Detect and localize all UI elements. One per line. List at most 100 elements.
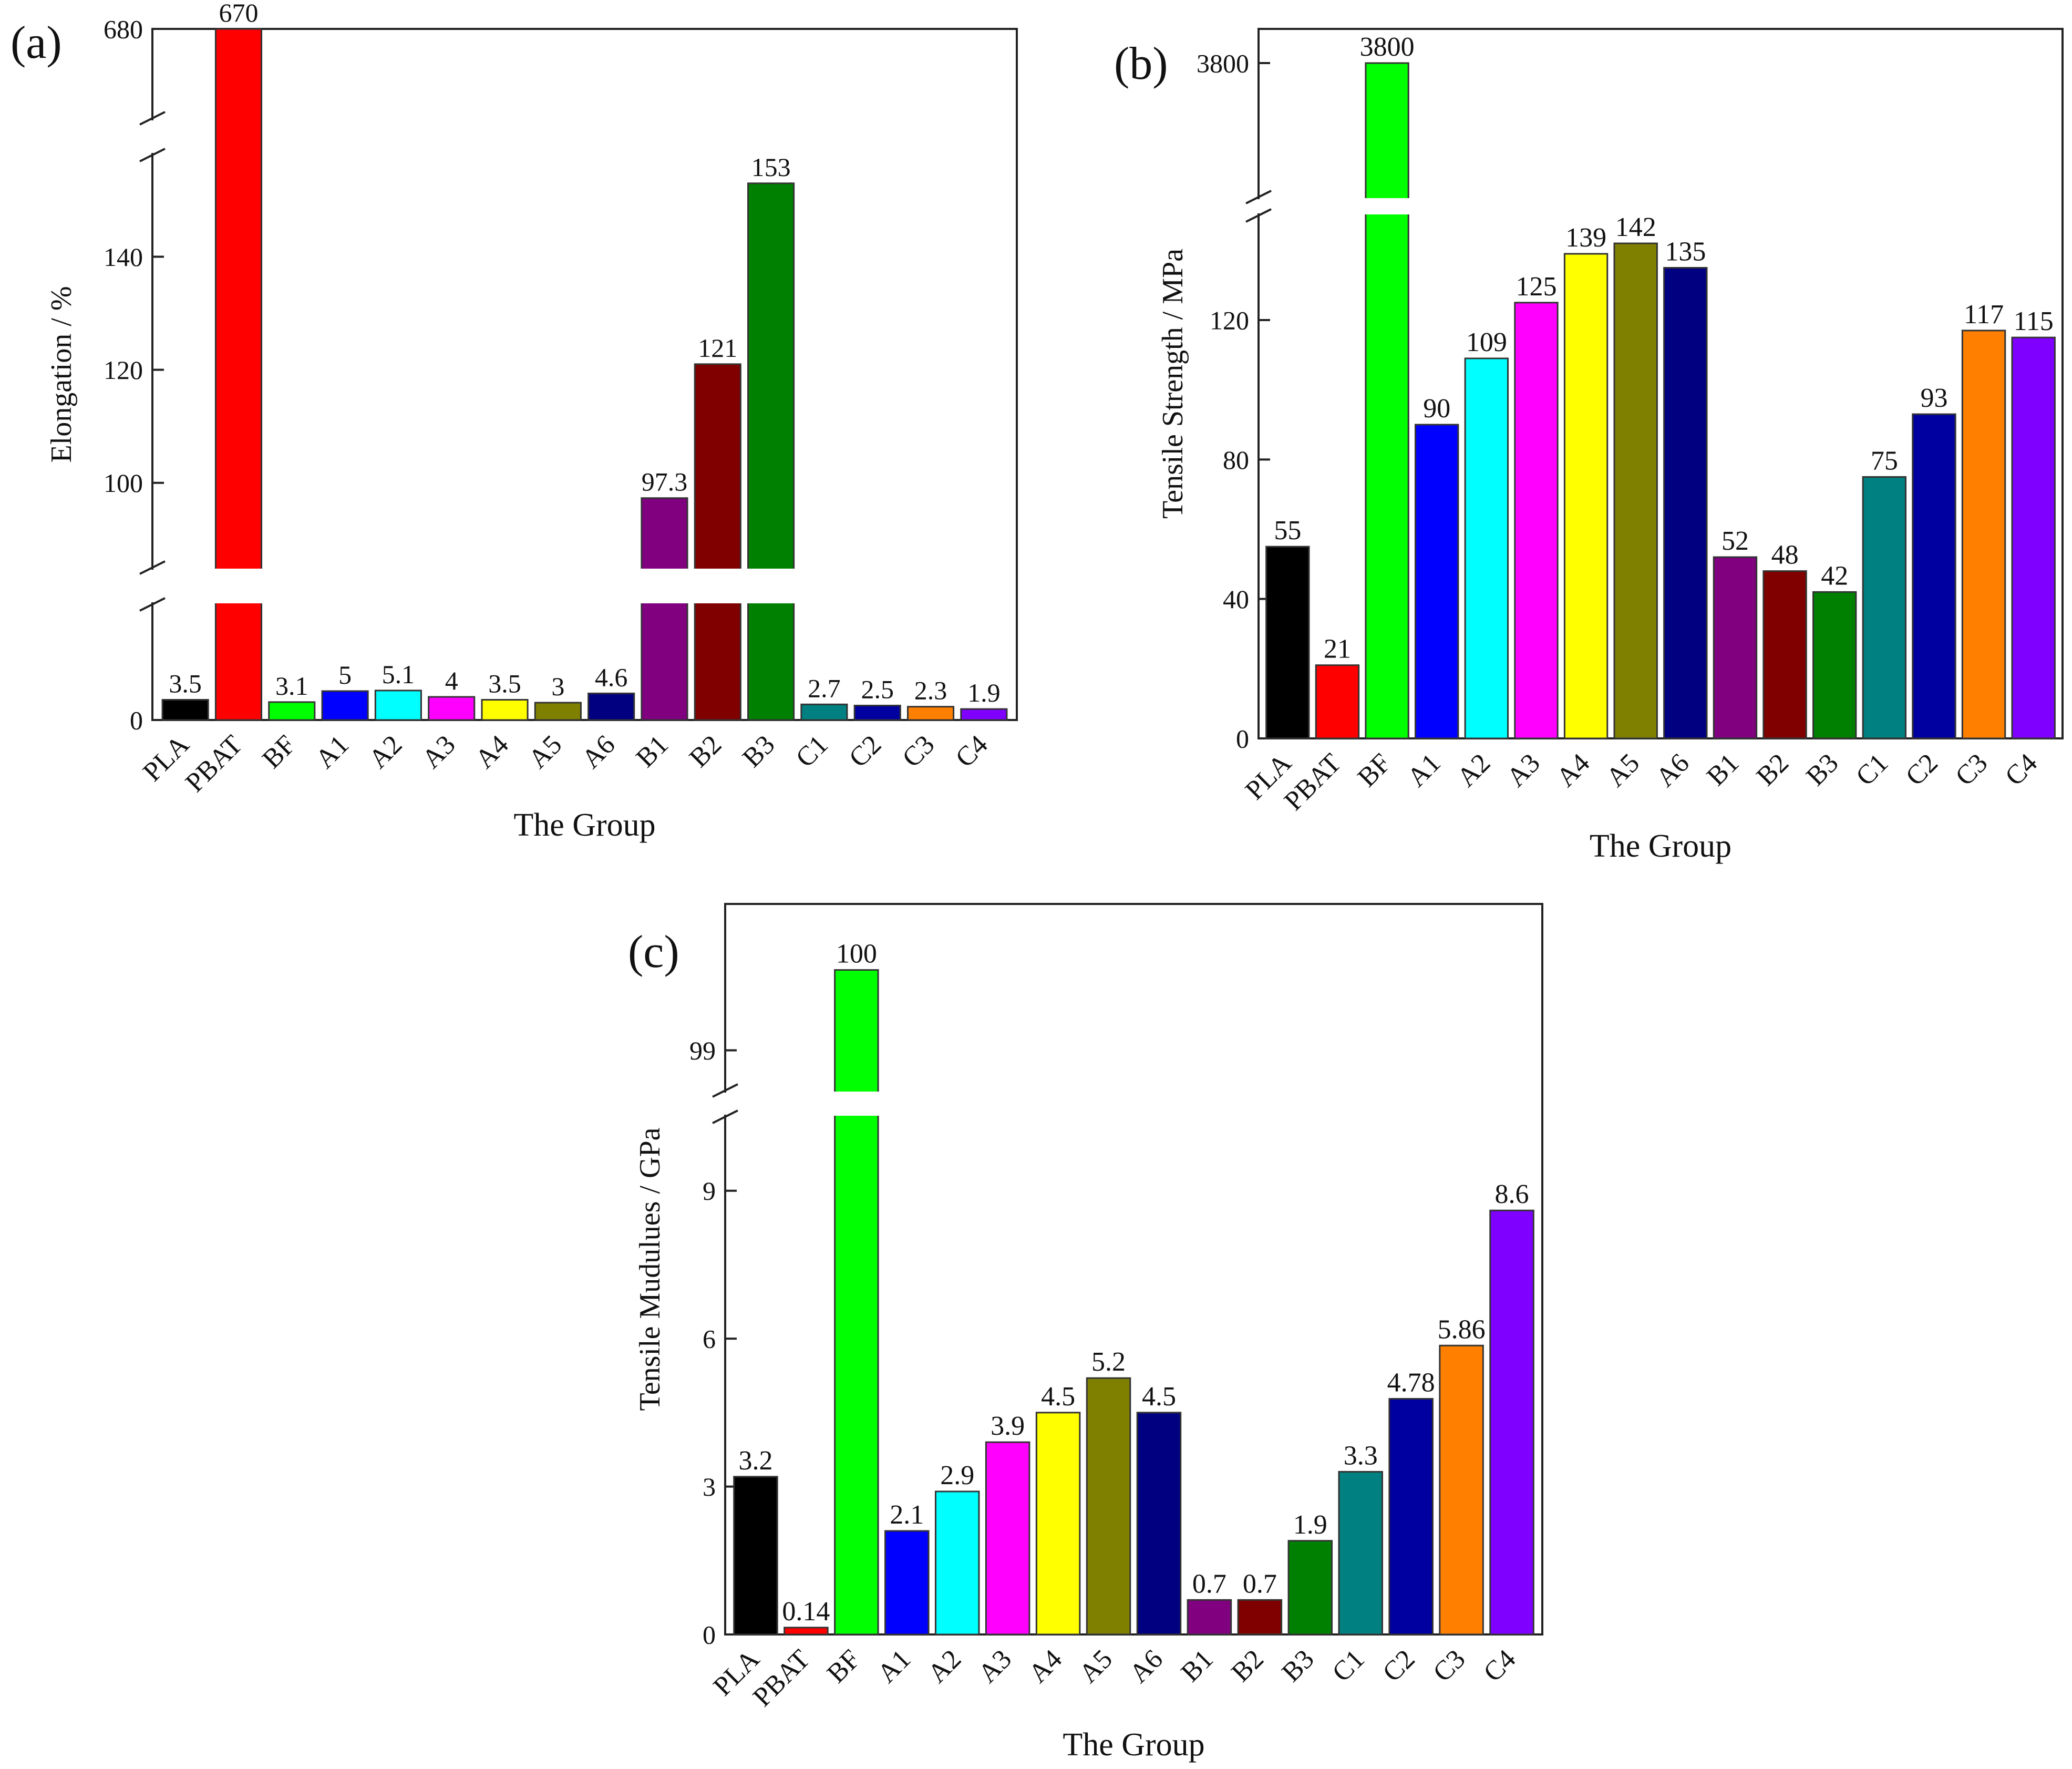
bar-c1	[1338, 1470, 1383, 1636]
x-tick-label: A3	[1501, 748, 1546, 793]
value-label: 3.5	[169, 669, 202, 698]
bar-b1	[1713, 556, 1758, 739]
value-label: 4.78	[1387, 1368, 1435, 1398]
x-tick-label: A6	[576, 729, 621, 774]
bar-pbat	[784, 1627, 829, 1636]
value-label: 55	[1274, 516, 1301, 546]
bar-a1	[321, 690, 369, 721]
y-tick-label: 0	[1236, 724, 1249, 754]
axis-break-mark	[712, 1083, 738, 1098]
value-label: 0.7	[1243, 1569, 1277, 1599]
x-tick-label: B1	[1176, 1644, 1219, 1688]
value-label: 4.5	[1041, 1382, 1075, 1412]
value-label: 52	[1721, 526, 1749, 556]
value-label: 109	[1466, 327, 1507, 357]
value-label: 5	[338, 660, 352, 690]
x-tick-label: PBAT	[1279, 748, 1347, 816]
x-tick-label: PBAT	[180, 729, 248, 798]
x-tick-label: PBAT	[747, 1644, 816, 1712]
y-tick-label: 120	[104, 355, 143, 385]
axis-break-gap	[149, 570, 156, 602]
bar-a6	[587, 692, 635, 721]
x-tick-label: B2	[684, 729, 727, 773]
value-label: 2.7	[808, 673, 841, 703]
bar-bf	[1365, 62, 1409, 739]
bar-break-gap	[639, 569, 690, 603]
bar-a2	[1464, 357, 1509, 739]
value-label: 670	[219, 0, 258, 27]
value-label: 5.86	[1438, 1314, 1486, 1344]
bar-break-gap	[832, 1092, 881, 1116]
x-tick-label: B3	[737, 729, 780, 773]
x-axis-label: The Group	[1063, 1727, 1204, 1763]
value-label: 42	[1821, 561, 1848, 591]
bar-c3	[906, 706, 955, 721]
y-tick-label: 80	[1223, 445, 1249, 475]
axis-break-mark	[1245, 190, 1272, 204]
axis-break-gap	[722, 1093, 728, 1115]
x-tick-label: BF	[821, 1644, 866, 1689]
value-label: 3.2	[738, 1446, 772, 1476]
axis-break-mark	[139, 597, 166, 612]
bar-pla	[733, 1476, 778, 1636]
bar-b3	[1287, 1540, 1333, 1636]
bar-a5	[1086, 1377, 1131, 1636]
value-label: 117	[1964, 300, 2004, 330]
bar-pbat	[214, 28, 263, 721]
value-label: 3.9	[991, 1411, 1025, 1441]
bar-a6	[1136, 1412, 1182, 1636]
axis-break-gap	[1255, 199, 1262, 213]
bar-pla	[1265, 546, 1310, 739]
x-tick-label: C4	[1478, 1644, 1521, 1688]
value-label: 2.3	[914, 676, 947, 705]
value-label: 2.1	[890, 1500, 924, 1530]
x-tick-label: C1	[790, 729, 834, 773]
plot-frame	[724, 903, 1543, 1636]
value-label: 93	[1920, 383, 1947, 413]
bar-break-gap	[1363, 198, 1411, 214]
x-tick-label: A1	[310, 729, 355, 774]
y-tick-label: 3	[703, 1472, 716, 1501]
bar-c2	[853, 705, 901, 721]
y-tick-label: 99	[689, 1036, 716, 1065]
value-label: 4	[445, 666, 458, 695]
x-axis-label: The Group	[513, 807, 655, 843]
bar-c1	[1862, 476, 1907, 739]
x-tick-label: A5	[523, 729, 568, 774]
bar-a2	[374, 690, 422, 721]
bar-a3	[985, 1441, 1030, 1636]
bar-pbat	[1315, 664, 1360, 739]
x-tick-label: C2	[1900, 748, 1944, 791]
bar-a6	[1663, 267, 1708, 739]
chart-panel-b: (b)04080120380055PLA21PBAT3800BF90A1109A…	[1114, 28, 2064, 864]
x-tick-label: A3	[416, 729, 461, 774]
bar-c3	[1961, 330, 2006, 739]
x-tick-label: A5	[1074, 1644, 1118, 1689]
x-tick-label: B3	[1800, 748, 1844, 791]
value-label: 125	[1516, 272, 1556, 302]
value-label: 139	[1565, 223, 1606, 253]
x-tick-label: B1	[1701, 748, 1745, 791]
x-tick-label: C2	[843, 729, 887, 773]
x-tick-label: A4	[470, 729, 514, 774]
bar-a5	[1613, 242, 1658, 739]
value-label: 0.7	[1192, 1569, 1226, 1599]
value-label: 90	[1423, 394, 1450, 424]
bar-c1	[800, 703, 848, 721]
bar-a3	[1514, 302, 1559, 739]
bar-break-gap	[746, 569, 796, 603]
panel-label: (b)	[1114, 38, 1168, 89]
x-tick-label: A4	[1023, 1644, 1068, 1689]
axis-break-gap	[149, 120, 156, 153]
x-tick-label: C1	[1850, 748, 1894, 791]
bar-c2	[1388, 1398, 1434, 1636]
x-tick-label: BF	[256, 729, 301, 774]
chart-panel-c: (c)0369993.2PLA0.14PBAT100BF2.1A12.9A23.…	[628, 903, 1543, 1763]
value-label: 153	[751, 152, 791, 182]
y-axis-label: Tensile Strength / MPa	[1157, 249, 1189, 519]
value-label: 115	[2014, 306, 2054, 336]
value-label: 97.3	[642, 467, 688, 497]
bar-bf	[268, 701, 316, 721]
bar-c2	[1912, 413, 1956, 739]
